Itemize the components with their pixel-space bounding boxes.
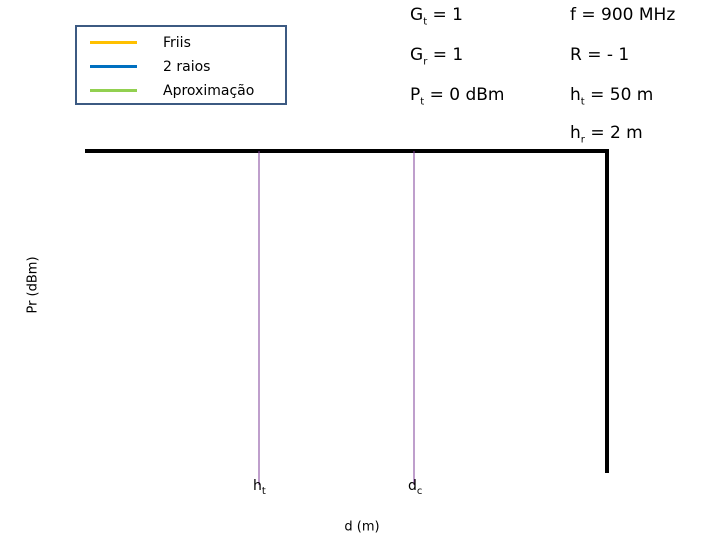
y-axis-label: Pr (dBm) bbox=[26, 256, 41, 313]
symbol: P bbox=[410, 85, 421, 105]
parameter: Pt = 0 dBm bbox=[410, 85, 504, 107]
value: = 50 m bbox=[590, 85, 654, 105]
parameter: Gt = 1 bbox=[410, 5, 463, 27]
legend-label: Aproximação bbox=[163, 83, 255, 99]
subscript: t bbox=[420, 96, 425, 108]
symbol: G bbox=[410, 5, 424, 25]
legend-label: Friis bbox=[163, 35, 191, 51]
symbol: h bbox=[253, 478, 262, 494]
parameter: hr = 2 m bbox=[570, 123, 643, 145]
subscript: r bbox=[423, 56, 428, 68]
symbol: h bbox=[570, 85, 581, 105]
parameter: R = - 1 bbox=[570, 45, 629, 65]
value: = 2 m bbox=[590, 123, 643, 143]
value: = 0 dBm bbox=[429, 85, 505, 105]
marker-label: ht bbox=[253, 478, 266, 497]
parameter: ht = 50 m bbox=[570, 85, 653, 107]
subscript: r bbox=[580, 134, 585, 146]
legend-line bbox=[90, 41, 137, 44]
symbol: h bbox=[570, 123, 581, 143]
parameter: Gr = 1 bbox=[410, 45, 463, 67]
symbol: f = 900 MHz bbox=[570, 5, 676, 25]
subscript: c bbox=[416, 485, 423, 497]
subscript: t bbox=[423, 16, 428, 28]
value: = 1 bbox=[432, 45, 464, 65]
symbol: G bbox=[410, 45, 424, 65]
legend-label: 2 raios bbox=[163, 59, 211, 75]
value: = 1 bbox=[432, 5, 463, 25]
symbol: d bbox=[408, 478, 417, 494]
symbol: R = - 1 bbox=[570, 45, 630, 65]
subscript: t bbox=[261, 485, 266, 497]
legend-line bbox=[90, 89, 137, 92]
parameter: f = 900 MHz bbox=[570, 5, 675, 25]
marker-label: dc bbox=[408, 478, 422, 497]
subscript: t bbox=[580, 96, 585, 108]
legend bbox=[75, 25, 287, 105]
x-axis-label: d (m) bbox=[344, 520, 379, 535]
legend-line bbox=[90, 65, 137, 68]
